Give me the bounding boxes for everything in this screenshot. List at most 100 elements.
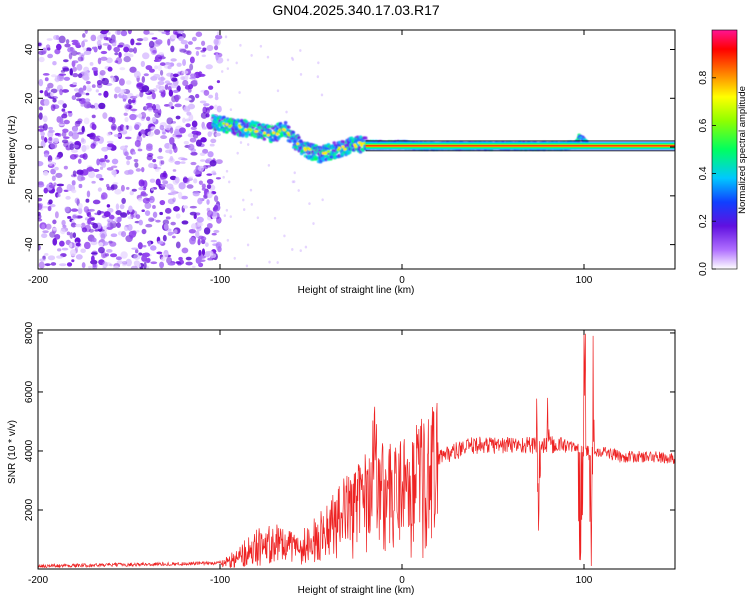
- spectrogram-noise-blob: [133, 159, 139, 163]
- spectrogram-noise-blob: [58, 123, 65, 126]
- spectrogram-noise-blob: [164, 80, 170, 84]
- spectrogram-noise-blob: [114, 188, 122, 195]
- spectrogram-noise-blob: [190, 73, 197, 78]
- spectrogram-noise-blob: [122, 98, 127, 102]
- spectrogram-noise-blob: [61, 108, 66, 112]
- spectrogram-noise-blob: [197, 197, 203, 205]
- spectrogram-noise-blob: [59, 240, 65, 247]
- spectrogram-noise-blob: [92, 199, 101, 205]
- spectrogram-noise-blob: [118, 51, 122, 58]
- spectrogram-noise-blob: [106, 249, 113, 253]
- spectrogram-noise-blob: [197, 165, 205, 172]
- spectrogram-noise-blob: [102, 112, 108, 119]
- spectrogram-noise-blob: [164, 251, 169, 256]
- spectrogram-noise-blob: [162, 234, 167, 242]
- spectrogram-noise-blob: [291, 248, 294, 251]
- spectrogram-noise-blob: [239, 43, 242, 47]
- spectrogram-noise-blob: [62, 67, 70, 72]
- spectrogram-noise-blob: [147, 107, 153, 112]
- spectrogram-noise-blob: [267, 163, 271, 167]
- spectrogram-noise-blob: [100, 56, 108, 61]
- spectrogram-noise-blob: [127, 169, 134, 175]
- spectrogram-noise-blob: [213, 205, 219, 211]
- spectrogram-noise-blob: [210, 138, 217, 144]
- snr-ytick-label: 4000: [24, 439, 35, 462]
- spectrogram-noise-blob: [169, 137, 175, 145]
- spectrogram-noise-blob: [80, 248, 86, 254]
- spectrogram-noise-blob: [190, 151, 198, 156]
- spectrogram-noise-blob: [81, 125, 85, 133]
- spectrogram-noise-blob: [71, 39, 79, 43]
- spectrogram-noise-blob: [226, 58, 230, 62]
- spectrogram-noise-blob: [138, 187, 145, 191]
- spectrogram-noise-blob: [67, 110, 73, 114]
- spectrogram-noise-blob: [97, 57, 102, 65]
- spectrogram-ridge-peak: [307, 147, 311, 151]
- spectrogram-noise-blob: [134, 124, 140, 130]
- spectrogram-noise-blob: [242, 198, 245, 202]
- spectrogram-noise-blob: [118, 78, 125, 86]
- spectrogram-noise-blob: [154, 65, 159, 70]
- spectrogram-noise-blob: [146, 154, 153, 161]
- spectrogram-noise-blob: [97, 187, 102, 192]
- spectrogram-ridge-blob: [262, 137, 267, 141]
- spectrogram-noise-blob: [81, 227, 88, 233]
- spectrogram-noise-blob: [168, 101, 173, 108]
- spectrogram-ridge-blob: [342, 140, 346, 144]
- spectrogram-noise-blob: [77, 207, 83, 215]
- spectrogram-noise-blob: [123, 125, 127, 132]
- spectrogram-noise-blob: [152, 158, 157, 163]
- spectrogram-ridge-blob: [343, 144, 348, 148]
- spectrogram-noise-blob: [67, 46, 75, 53]
- spectrogram-noise-blob: [50, 88, 58, 94]
- spectrogram-noise-blob: [198, 255, 206, 259]
- spectrogram-noise-blob: [95, 173, 103, 179]
- spectrogram-noise-blob: [181, 247, 189, 254]
- spectrogram-noise-blob: [41, 233, 48, 239]
- spectrogram-noise-blob: [98, 92, 102, 96]
- spectrogram-ytick-label: -40: [24, 237, 35, 252]
- spectrogram-noise-blob: [113, 133, 122, 138]
- spectrogram-noise-blob: [196, 225, 202, 232]
- spectrogram-noise-blob: [228, 180, 231, 184]
- spectrogram-noise-blob: [111, 220, 116, 224]
- spectrogram-noise-blob: [114, 86, 121, 94]
- spectrogram-noise-blob: [203, 89, 210, 96]
- spectrogram-noise-blob: [250, 202, 253, 206]
- spectrogram-noise-blob: [175, 134, 183, 138]
- spectrogram-noise-blob: [72, 66, 77, 72]
- spectrogram-noise-blob: [135, 214, 141, 220]
- spectrogram-noise-blob: [81, 144, 87, 153]
- spectrogram-noise-blob: [135, 42, 142, 46]
- spectrogram-noise-blob: [189, 137, 197, 143]
- spectrogram-noise-blob: [181, 70, 189, 75]
- spectrogram-ridge-blob: [321, 155, 326, 160]
- spectrogram-noise-blob: [317, 61, 320, 65]
- spectrogram-noise-blob: [106, 140, 114, 144]
- spectrogram-noise-blob: [124, 151, 129, 157]
- spectrogram-ridge-blob: [280, 133, 284, 138]
- spectrogram-noise-blob: [64, 43, 71, 48]
- spectrogram-noise-blob: [154, 128, 161, 135]
- spectrogram-ridge-peak: [323, 151, 328, 155]
- spectrogram-noise-blob: [43, 98, 50, 106]
- spectrogram-noise-blob: [216, 80, 221, 84]
- spectrogram-noise-blob: [181, 220, 189, 225]
- spectrogram-noise-blob: [140, 191, 147, 196]
- spectrogram-noise-blob: [129, 108, 138, 112]
- spectrogram-noise-blob: [82, 39, 88, 43]
- spectrogram-noise-blob: [212, 172, 217, 176]
- spectrogram-noise-blob: [131, 230, 137, 235]
- spectrogram-ridge-peak: [287, 133, 291, 137]
- spectrogram-noise-blob: [165, 62, 171, 65]
- spectrogram-noise-blob: [83, 206, 89, 213]
- spectrogram-noise-blob: [71, 60, 79, 64]
- spectrogram-noise-blob: [207, 131, 212, 137]
- spectrogram-noise-blob: [101, 161, 107, 168]
- spectrogram-noise-blob: [69, 154, 77, 160]
- spectrogram-noise-blob: [283, 234, 286, 238]
- spectrogram-noise-blob: [209, 253, 217, 259]
- spectrogram-noise-blob: [150, 126, 156, 130]
- spectrogram-noise-blob: [214, 92, 219, 98]
- spectrogram-noise-blob: [238, 91, 241, 94]
